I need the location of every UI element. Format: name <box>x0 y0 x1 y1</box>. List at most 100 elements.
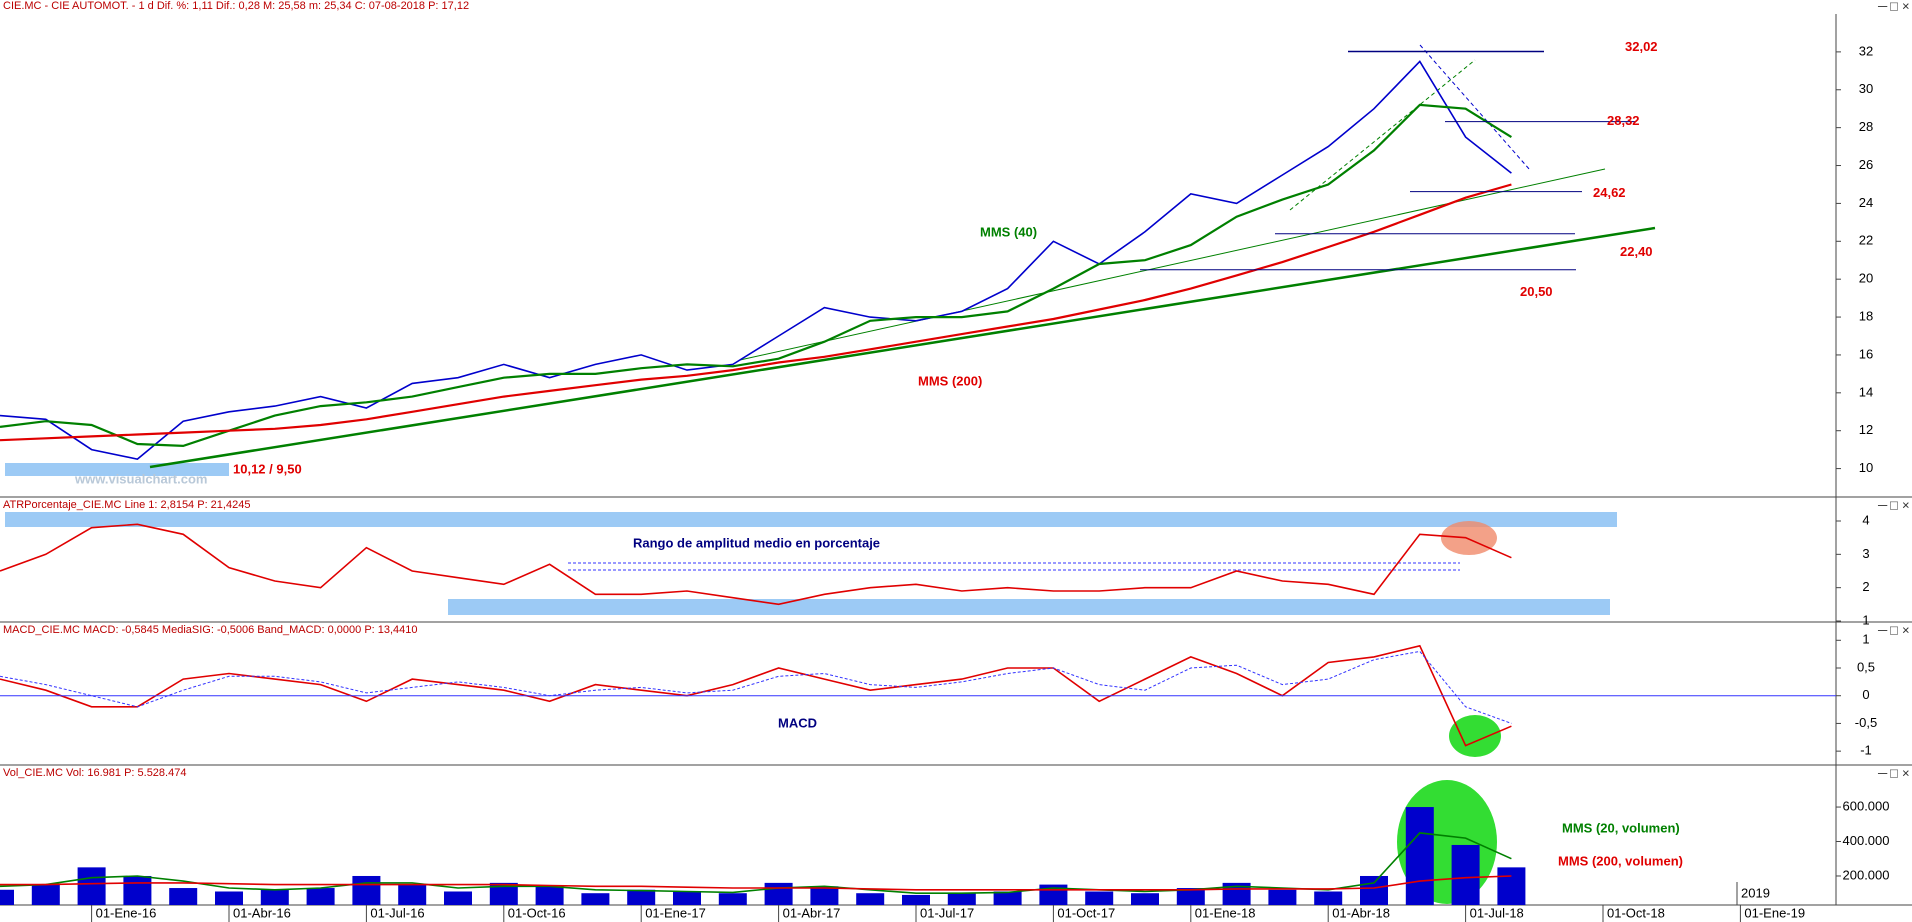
bar <box>718 893 747 905</box>
y-tick-label: 18 <box>1859 308 1873 323</box>
y-tick-label: 200.000 <box>1843 867 1890 882</box>
bar <box>352 875 381 905</box>
y-tick-label: 600.000 <box>1843 798 1890 813</box>
highlight <box>1441 521 1497 555</box>
x-tick-label: 01-Jul-17 <box>920 905 974 920</box>
window-button[interactable]: □ <box>1890 497 1898 512</box>
window-button[interactable]: ─ <box>1877 497 1888 512</box>
window-button[interactable]: × <box>1902 497 1910 512</box>
x-tick-label: 01-Jul-16 <box>370 905 424 920</box>
window-button[interactable]: □ <box>1890 0 1898 13</box>
y-tick-label: 14 <box>1859 384 1873 399</box>
bar <box>627 889 656 905</box>
y-tick-label: 4 <box>1862 512 1869 527</box>
y-tick-label: -0,5 <box>1855 715 1877 730</box>
panel-title: ATRPorcentaje_CIE.MC Line 1: 2,8154 P: 2… <box>3 499 250 511</box>
bar <box>1131 893 1159 905</box>
x-annotation: 2019 <box>1741 885 1770 900</box>
window-button[interactable]: ─ <box>1877 765 1888 780</box>
x-tick-label: 01-Abr-16 <box>233 905 291 920</box>
bar <box>856 893 885 905</box>
window-button[interactable]: □ <box>1890 622 1898 637</box>
bar <box>0 889 14 905</box>
window-button[interactable]: ─ <box>1877 0 1888 13</box>
y-tick-label: 3 <box>1862 546 1869 561</box>
y-tick-label: 400.000 <box>1843 833 1890 848</box>
x-tick-label: 01-Abr-18 <box>1332 905 1390 920</box>
y-tick-label: 24 <box>1859 195 1873 210</box>
trendline <box>149 226 1656 469</box>
highlight <box>5 512 1617 527</box>
level-label: 22,40 <box>1620 244 1653 259</box>
x-tick-label: 01-Ene-18 <box>1195 905 1256 920</box>
bar <box>1405 807 1434 905</box>
bar <box>810 886 839 905</box>
y-tick-label: 32 <box>1859 43 1873 58</box>
watermark: www.visualchart.com <box>74 471 207 486</box>
y-tick-label: 12 <box>1859 422 1873 437</box>
bar <box>1360 875 1388 905</box>
x-tick-label: 01-Jul-18 <box>1470 905 1524 920</box>
bar <box>1176 888 1205 905</box>
y-tick-label: 20 <box>1859 271 1873 286</box>
series-label: MMS (20, volumen) <box>1562 820 1680 835</box>
x-tick-label: 01-Oct-17 <box>1057 905 1115 920</box>
bar <box>902 894 930 905</box>
window-button[interactable]: × <box>1902 765 1910 780</box>
y-tick-label: 1 <box>1862 612 1869 627</box>
x-tick-label: 01-Oct-16 <box>508 905 566 920</box>
y-tick-label: 0,5 <box>1857 659 1875 674</box>
bar <box>535 886 564 905</box>
level-label: 20,50 <box>1520 284 1553 299</box>
x-tick-label: 01-Ene-16 <box>96 905 157 920</box>
x-tick-label: 01-Abr-17 <box>783 905 841 920</box>
window-button[interactable]: × <box>1902 0 1910 13</box>
bar <box>1451 844 1480 905</box>
trendline <box>1289 59 1476 211</box>
y-tick-label: 2 <box>1862 579 1869 594</box>
bar <box>1085 891 1114 905</box>
bar <box>398 884 427 905</box>
y-tick-label: 26 <box>1859 157 1873 172</box>
bar <box>306 888 335 905</box>
highlight <box>1449 715 1501 757</box>
series-line <box>0 875 1512 891</box>
level-label: 28,32 <box>1607 113 1640 128</box>
bar <box>1497 867 1526 905</box>
series-line <box>0 60 1512 460</box>
x-tick-label: 01-Ene-19 <box>1744 905 1805 920</box>
series-label: MMS (200, volumen) <box>1558 853 1683 868</box>
y-tick-label: 16 <box>1859 346 1873 361</box>
series-line <box>0 183 1512 442</box>
series-line <box>0 523 1512 606</box>
window-button[interactable]: □ <box>1890 765 1898 780</box>
bar <box>947 893 976 905</box>
level-label: 24,62 <box>1593 185 1626 200</box>
panel-title: MACD_CIE.MC MACD: -0,5845 MediaSIG: -0,5… <box>3 624 418 636</box>
panel-title: Vol_CIE.MC Vol: 16.981 P: 5.528.474 <box>3 767 186 779</box>
series-line <box>0 832 1512 894</box>
bar <box>123 875 152 905</box>
y-tick-label: 0 <box>1862 687 1869 702</box>
bar <box>215 891 243 905</box>
bar <box>581 893 610 905</box>
y-tick-label: 30 <box>1859 81 1873 96</box>
bar <box>444 891 472 905</box>
annotation: MACD <box>778 715 817 730</box>
y-tick-label: -1 <box>1860 743 1872 758</box>
trendline <box>739 168 1606 361</box>
series-line <box>0 650 1512 724</box>
series-label: MMS (40) <box>980 224 1037 239</box>
x-tick-label: 01-Oct-18 <box>1607 905 1665 920</box>
annotation: 10,12 / 9,50 <box>233 461 302 476</box>
window-button[interactable]: × <box>1902 622 1910 637</box>
bar <box>260 889 289 905</box>
bar <box>169 888 198 905</box>
bar <box>993 891 1022 905</box>
x-tick-label: 01-Ene-17 <box>645 905 706 920</box>
window-button[interactable]: ─ <box>1877 622 1888 637</box>
bar <box>1314 891 1343 905</box>
bar <box>764 882 793 905</box>
